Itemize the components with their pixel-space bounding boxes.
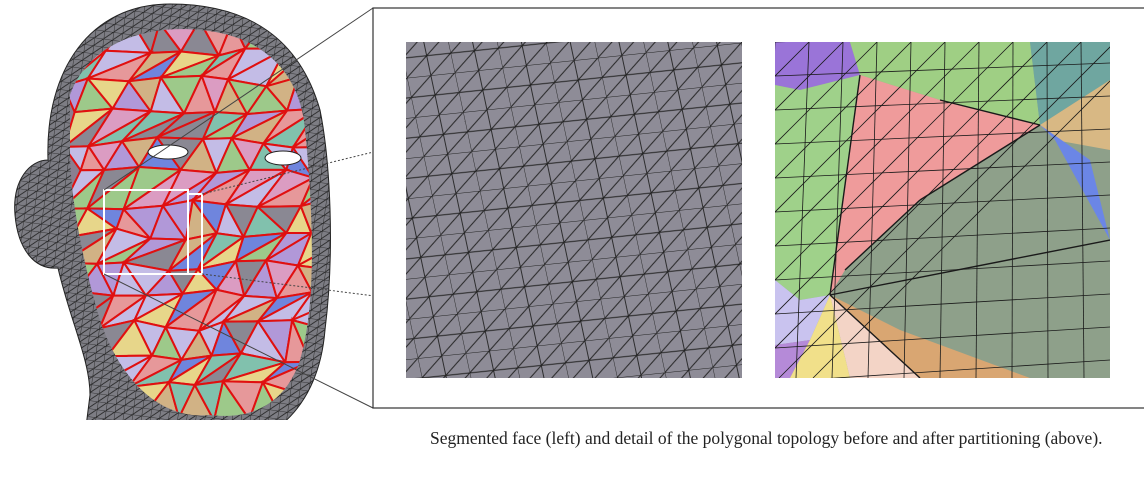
figure (0, 0, 1144, 420)
mesh-before (406, 42, 742, 378)
caption: Segmented face (left) and detail of the … (430, 426, 1142, 451)
face-segment (336, 390, 365, 417)
mesh-edge (775, 0, 1110, 8)
face-segment (333, 299, 377, 332)
face-segment (296, 15, 335, 49)
face-segment (320, 390, 348, 420)
face-segment (336, 261, 366, 295)
face-segment (286, 22, 310, 48)
face-segment (332, 198, 361, 235)
face-segment (298, 48, 348, 77)
face-segment (333, 295, 377, 332)
face-segment (318, 79, 350, 110)
face-segment (333, 322, 361, 352)
face-segment (55, 382, 90, 420)
face-segment (310, 15, 348, 49)
page: Segmented face (left) and detail of the … (0, 0, 1144, 495)
face-segment (332, 173, 376, 198)
face-segment (332, 178, 376, 209)
face-segment (335, 15, 369, 48)
face-segment (344, 147, 376, 178)
eye (265, 151, 301, 165)
face-segment (331, 79, 364, 110)
